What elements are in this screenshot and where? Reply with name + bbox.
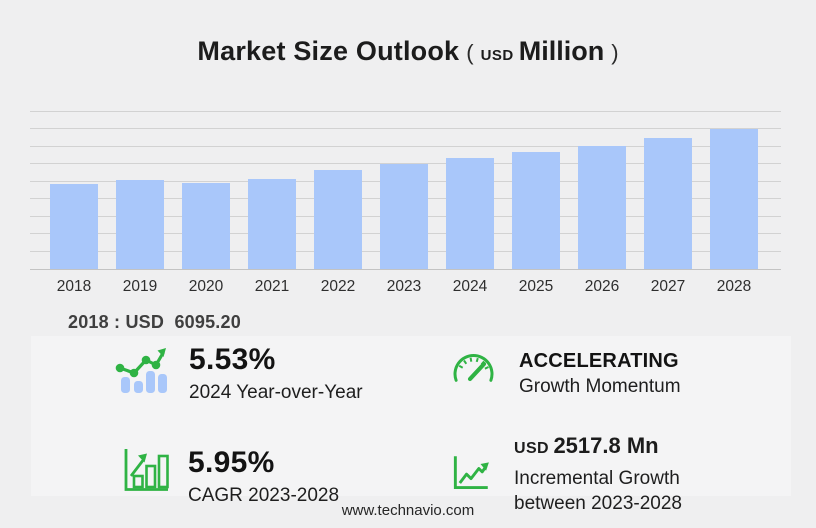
chart-title-unit: Million <box>518 36 605 66</box>
bar-2025 <box>512 152 560 269</box>
chart-title-currency: USD <box>480 47 514 64</box>
bar-2024 <box>446 158 494 269</box>
chart-title-main: Market Size Outlook <box>197 36 460 66</box>
x-axis-label-2019: 2019 <box>122 278 158 295</box>
incremental-label-line1: Incremental Growth <box>514 468 680 489</box>
speedometer-icon <box>453 354 494 382</box>
x-axis-label-2028: 2028 <box>716 278 752 295</box>
incremental-value: USD 2517.8 Mn <box>514 433 682 459</box>
bar-2023 <box>380 164 428 269</box>
bar-2027 <box>644 137 692 269</box>
x-axis-label-2024: 2024 <box>452 278 488 295</box>
gridline <box>30 111 781 112</box>
chart-title: Market Size Outlook ( USD Million ) <box>0 36 816 67</box>
yoy-label: 2024 Year-over-Year <box>189 382 363 403</box>
stat-momentum: ACCELERATING Growth Momentum <box>450 350 681 398</box>
x-axis-label-2027: 2027 <box>650 278 686 295</box>
momentum-value: ACCELERATING <box>519 350 679 372</box>
x-axis-label-2021: 2021 <box>254 278 290 295</box>
cagr-value: 5.95% <box>188 446 275 479</box>
chart-title-paren-close: ) <box>611 40 619 65</box>
stat-yoy: 5.53% 2024 Year-over-Year <box>115 344 363 404</box>
bar-2020 <box>182 182 230 269</box>
bar-2028 <box>710 129 758 269</box>
bar-2018 <box>50 183 98 269</box>
stat-cagr: 5.95% CAGR 2023-2028 <box>122 447 339 507</box>
2018-value-annotation: 2018 : USD 6095.20 <box>68 312 241 332</box>
stat-incremental-growth: USD 2517.8 Mn Incremental Growth between… <box>452 433 682 515</box>
incremental-currency: USD <box>514 440 549 457</box>
x-axis-label-2023: 2023 <box>386 278 422 295</box>
bar-2022 <box>314 170 362 269</box>
x-axis-label-2026: 2026 <box>584 278 620 295</box>
gridline <box>30 128 781 130</box>
line-chart-growth-icon <box>453 456 489 489</box>
chart-title-paren-open: ( <box>466 40 474 65</box>
yoy-value: 5.53% <box>189 343 276 376</box>
bar-chart: 2018 2019 2020 2021 2022 2023 2024 2025 2026 2027… <box>30 111 781 295</box>
momentum-label: Growth Momentum <box>519 376 681 397</box>
bar-2019 <box>116 179 164 269</box>
x-axis-label-2018: 2018 <box>56 278 92 295</box>
incremental-amount: 2517.8 Mn <box>553 433 659 458</box>
cagr-label: CAGR 2023-2028 <box>188 485 340 506</box>
gridline <box>30 163 781 165</box>
bar-2026 <box>578 146 626 269</box>
bar-chart-growth-icon <box>124 449 169 491</box>
x-axis-label-2025: 2025 <box>518 278 554 295</box>
bar-2021 <box>248 178 296 269</box>
incremental-label-line2: between 2023-2028 <box>514 493 682 514</box>
bar-line-growth-icon <box>115 348 167 393</box>
x-axis-label-2020: 2020 <box>188 278 224 295</box>
website-text: www.technavio.com <box>341 502 475 519</box>
gridline <box>30 145 781 147</box>
x-axis-label-2022: 2022 <box>320 278 356 295</box>
